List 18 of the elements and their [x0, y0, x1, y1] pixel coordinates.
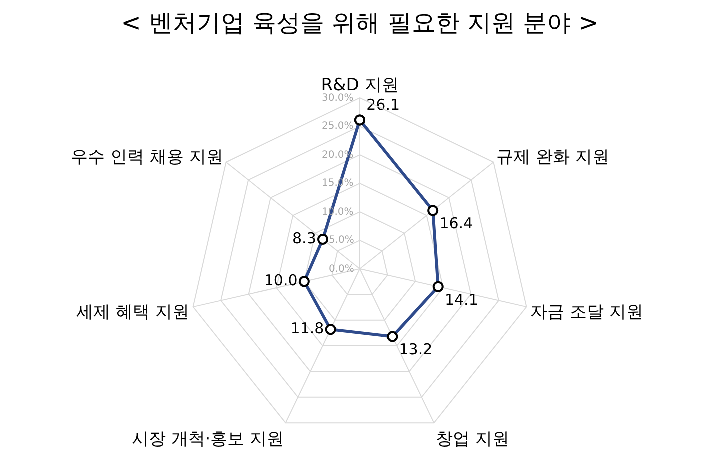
- text: 10.0: [264, 271, 298, 290]
- spoke-label: 우수 인력 채용 지원: [71, 147, 224, 168]
- text: 26.1: [366, 96, 400, 114]
- spoke-label: 창업 지원: [436, 429, 510, 450]
- chart-title: < 벤처기업 육성을 위해 필요한 지원 분야 >: [121, 8, 599, 37]
- spoke-label: 시장 개척·홍보 지원: [132, 429, 284, 450]
- y-tick-label: 0.0%: [329, 264, 354, 275]
- text: 16.4: [440, 214, 474, 233]
- text: 8.3: [292, 229, 316, 248]
- y-tick-label: 5.0%: [329, 235, 354, 246]
- spoke-label: 규제 완화 지원: [496, 147, 610, 168]
- spoke-label: 자금 조달 지원: [530, 302, 644, 323]
- text: 11.8: [290, 319, 324, 338]
- text: 13.2: [399, 340, 433, 359]
- y-tick-label: 25.0%: [322, 121, 354, 132]
- text: 14.1: [444, 290, 478, 309]
- spoke-label: 세제 혜택 지원: [76, 302, 190, 323]
- y-tick-label: 30.0%: [322, 93, 354, 104]
